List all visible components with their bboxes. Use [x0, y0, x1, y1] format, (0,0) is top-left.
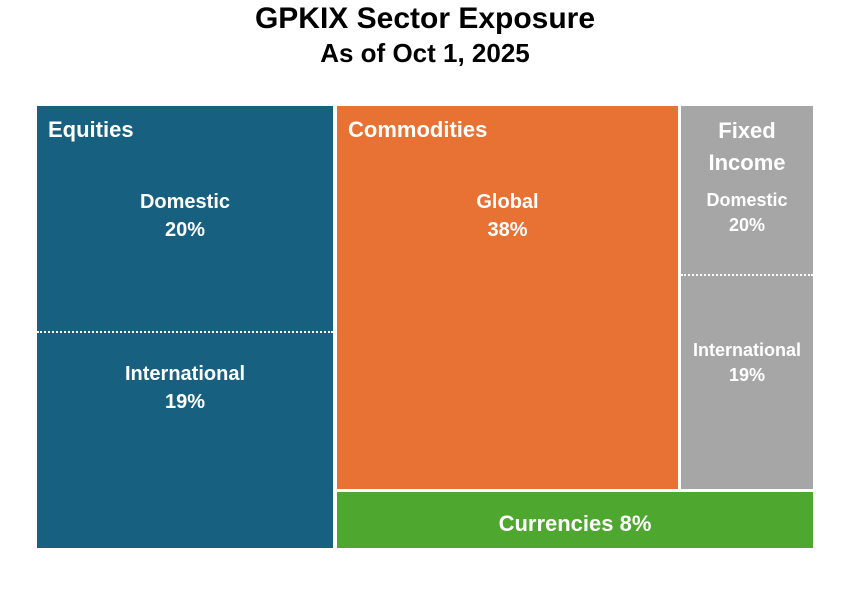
- fixed-income-international-name: International: [692, 340, 801, 360]
- currencies-label: Currencies 8%: [498, 511, 652, 536]
- equities-domestic-name: Domestic: [139, 191, 231, 213]
- fixed-income-block: Fixed Income Domestic 20% International …: [681, 106, 813, 489]
- equities-block: Equities Domestic 20% International 19%: [37, 106, 333, 548]
- chart-subtitle: As of Oct 1, 2025: [320, 38, 530, 68]
- fixed-income-international-value: 19%: [728, 365, 766, 385]
- commodities-block: Commodities Global 38%: [337, 106, 678, 489]
- commodities-global: Global 38%: [337, 188, 678, 244]
- fixed-income-domestic: Domestic 20%: [681, 188, 813, 238]
- commodities-global-value: 38%: [487, 219, 528, 241]
- currencies-block: Currencies 8%: [337, 492, 813, 548]
- equities-international-value: 19%: [164, 391, 206, 413]
- equities-international: International 19%: [37, 360, 333, 416]
- fixed-income-divider: [681, 274, 813, 276]
- chart-title: GPKIX Sector Exposure: [254, 2, 596, 35]
- equities-international-name: International: [124, 363, 245, 385]
- fixed-income-international: International 19%: [681, 338, 813, 388]
- equities-divider: [37, 331, 333, 333]
- fixed-income-label: Fixed Income: [708, 118, 786, 175]
- equities-domestic-value: 20%: [164, 219, 206, 241]
- equities-domestic: Domestic 20%: [37, 188, 333, 244]
- commodities-label: Commodities: [348, 117, 488, 142]
- fixed-income-domestic-name: Domestic: [706, 190, 788, 210]
- equities-label: Equities: [48, 117, 134, 142]
- commodities-global-name: Global: [476, 191, 539, 213]
- fixed-income-domestic-value: 20%: [728, 215, 766, 235]
